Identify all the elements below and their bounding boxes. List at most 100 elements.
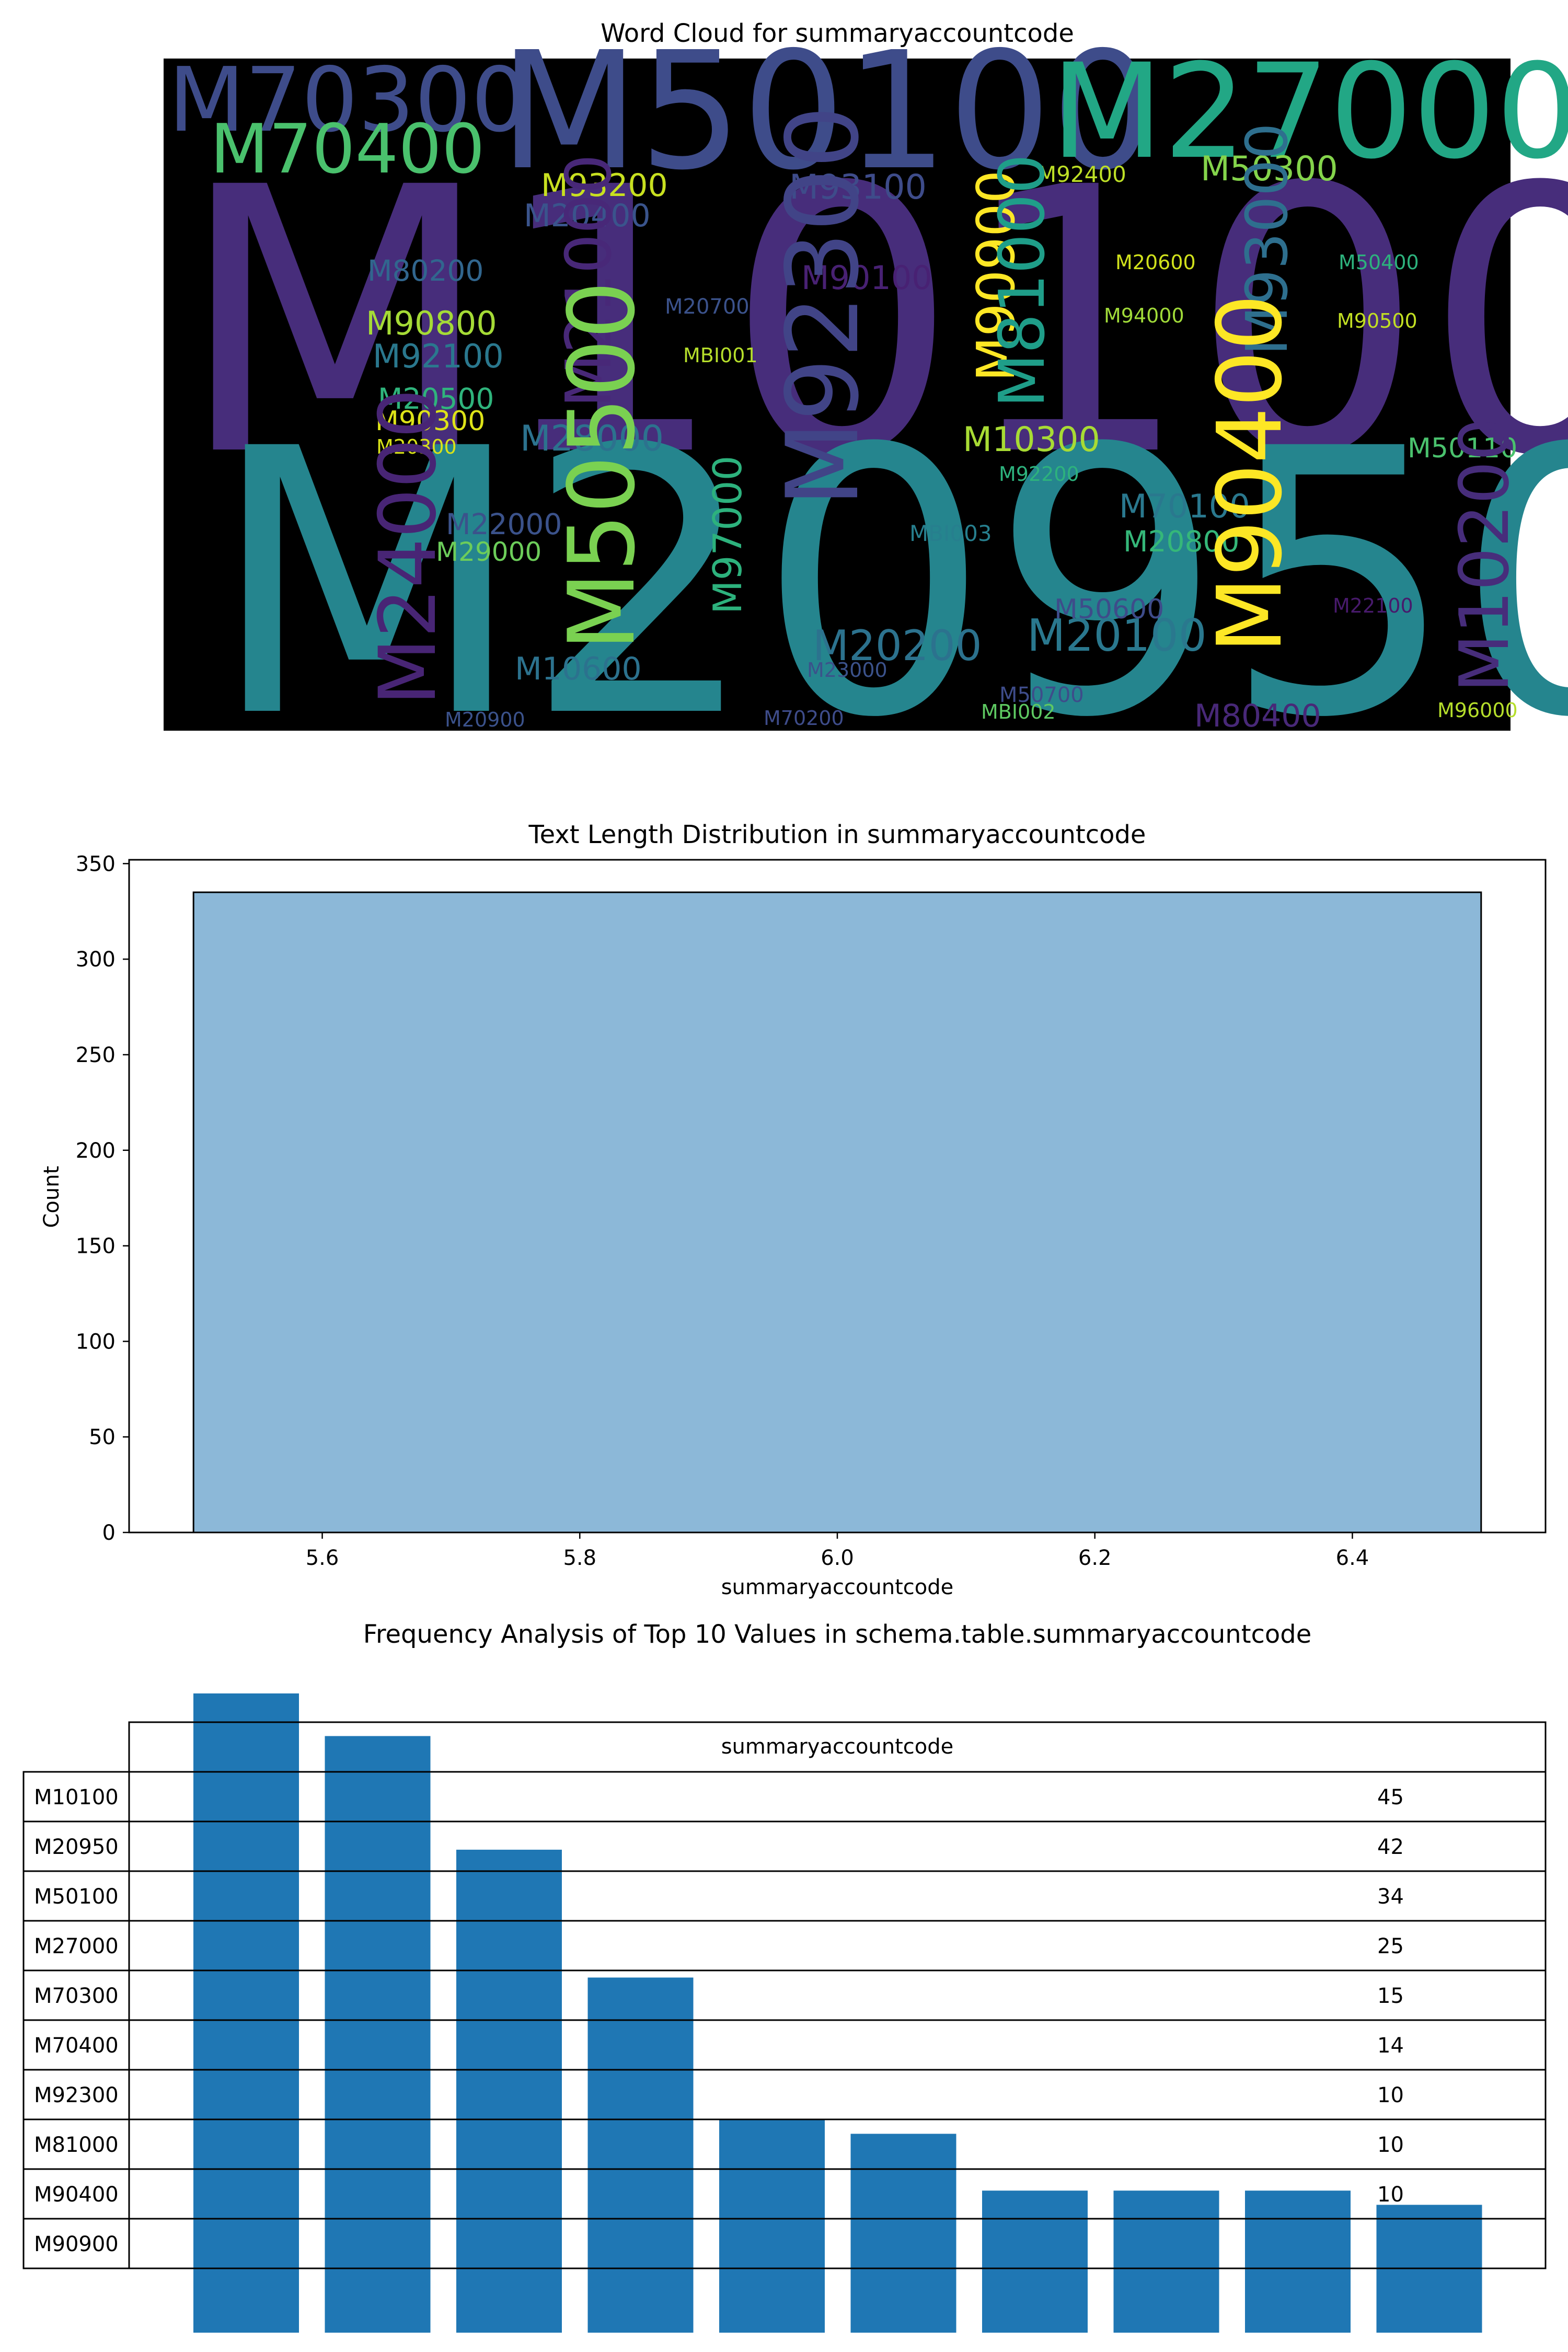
table-value-cell bbox=[128, 2218, 1547, 2269]
word-cloud-word: M50700 bbox=[999, 683, 1084, 707]
histogram-x-axis-label: summaryaccountcode bbox=[721, 1575, 954, 1599]
frequency-analysis-panel: Frequency Analysis of Top 10 Values in s… bbox=[22, 1620, 1547, 2333]
table-row-label: M10100 bbox=[34, 1785, 119, 1809]
frequency-bar bbox=[325, 1736, 431, 2333]
word-cloud-word: M90800 bbox=[366, 304, 497, 342]
word-cloud-word: M93000 bbox=[1233, 123, 1300, 355]
word-cloud-word: M96000 bbox=[1437, 699, 1518, 722]
word-cloud-word: M50110 bbox=[1408, 433, 1517, 464]
word-cloud-word: M92300 bbox=[765, 106, 881, 507]
table-column-header: summaryaccountcode bbox=[721, 1735, 954, 1759]
word-cloud-word: M70400 bbox=[210, 109, 485, 189]
word-cloud-word: M10100 bbox=[177, 110, 1568, 536]
table-row-label: M92300 bbox=[34, 2083, 119, 2107]
frequency-bar bbox=[1113, 2190, 1219, 2333]
word-cloud-word: M90500 bbox=[1337, 309, 1417, 332]
x-tick-label: 6.0 bbox=[821, 1546, 854, 1570]
word-cloud-word: M80400 bbox=[1194, 698, 1321, 734]
frequency-bar bbox=[850, 2134, 956, 2333]
y-tick-label: 50 bbox=[89, 1425, 116, 1449]
word-cloud-word: M10200 bbox=[1445, 418, 1524, 693]
table-row-label: M90400 bbox=[34, 2183, 119, 2207]
y-tick-label: 350 bbox=[76, 852, 116, 876]
frequency-bar bbox=[456, 1849, 562, 2333]
histogram-title: Text Length Distribution in summaryaccou… bbox=[528, 820, 1146, 849]
y-tick-label: 150 bbox=[76, 1235, 116, 1259]
word-cloud-word: M22100 bbox=[1333, 594, 1413, 617]
word-cloud-word: MBI002 bbox=[981, 700, 1056, 723]
word-cloud-word: MBI003 bbox=[909, 521, 992, 546]
word-cloud-word: M90300 bbox=[375, 406, 485, 437]
word-cloud-word: M20600 bbox=[1115, 251, 1196, 274]
y-tick-label: 100 bbox=[76, 1330, 116, 1354]
y-tick-label: 300 bbox=[76, 948, 116, 972]
word-cloud-word: M20300 bbox=[376, 435, 457, 458]
table-row-label: M50100 bbox=[34, 1885, 119, 1909]
word-cloud-panel: Word Cloud for summaryaccountcode M10100… bbox=[164, 17, 1568, 798]
word-cloud-word: M97000 bbox=[705, 456, 751, 614]
word-cloud-word: M92200 bbox=[999, 463, 1079, 486]
table-cell-value: 34 bbox=[1377, 1885, 1404, 1909]
word-cloud-word: M50400 bbox=[1339, 251, 1419, 274]
x-tick-label: 5.8 bbox=[563, 1546, 596, 1570]
word-cloud-word: MBI001 bbox=[683, 344, 758, 367]
word-cloud-word: M10600 bbox=[515, 651, 642, 687]
word-cloud-background bbox=[164, 59, 1511, 731]
histogram-bar bbox=[192, 891, 1482, 1534]
x-tick-label: 6.4 bbox=[1336, 1546, 1369, 1570]
table-cell-value: 42 bbox=[1377, 1835, 1404, 1859]
word-cloud-word: M90100 bbox=[801, 259, 932, 297]
text-length-histogram-panel: Text Length Distribution in summaryaccou… bbox=[40, 820, 1547, 1599]
word-cloud-word: M94000 bbox=[1104, 304, 1184, 327]
table-cell-value: 15 bbox=[1377, 1984, 1404, 2008]
word-cloud-word: M92400 bbox=[1037, 162, 1126, 187]
word-cloud-word: M93200 bbox=[541, 167, 668, 204]
word-cloud-word: M90400 bbox=[1198, 294, 1302, 653]
y-tick-label: 200 bbox=[76, 1139, 116, 1163]
word-cloud-word: M92100 bbox=[373, 337, 504, 375]
word-cloud-word: M81000 bbox=[986, 154, 1059, 408]
x-tick-label: 5.6 bbox=[306, 1546, 339, 1570]
y-tick-label: 250 bbox=[76, 1043, 116, 1067]
word-cloud-word: M20700 bbox=[665, 295, 750, 319]
frequency-bar bbox=[982, 2190, 1088, 2333]
table-row-label: M27000 bbox=[34, 1934, 119, 1958]
word-cloud-word: M20200 bbox=[813, 621, 982, 670]
table-cell-value: 10 bbox=[1377, 2083, 1404, 2107]
word-cloud-word: M20950 bbox=[209, 372, 1568, 798]
word-cloud-word: M80200 bbox=[367, 254, 483, 287]
word-cloud-word: M90900 bbox=[965, 170, 1027, 382]
word-cloud-word: M70200 bbox=[764, 707, 844, 730]
table-row-label: M90900 bbox=[34, 2232, 119, 2256]
table-cell-value: 10 bbox=[1377, 2133, 1404, 2157]
word-cloud-word: M10300 bbox=[963, 420, 1100, 459]
frequency-table: summaryaccountcode M10100 45 M20950 42 M50100… bbox=[22, 1721, 1547, 2269]
histogram-bars bbox=[192, 891, 1482, 1534]
histogram-y-ticks: 0 50 100 150 200 250 300 350 bbox=[76, 852, 129, 1545]
word-cloud-word: M29000 bbox=[436, 537, 541, 567]
histogram-y-axis-label: Count bbox=[40, 1166, 64, 1228]
word-cloud-word: M23000 bbox=[807, 659, 887, 682]
table-row-label: M70400 bbox=[34, 2034, 119, 2058]
word-cloud-word: M20900 bbox=[445, 708, 525, 731]
frequency-bar bbox=[193, 1693, 299, 2333]
table-row-label: M20950 bbox=[34, 1835, 119, 1859]
word-cloud-word: M50500 bbox=[549, 281, 655, 651]
word-cloud-title: Word Cloud for summaryaccountcode bbox=[601, 19, 1074, 48]
x-tick-label: 6.2 bbox=[1078, 1546, 1112, 1570]
word-cloud-word: M50300 bbox=[1201, 149, 1338, 189]
word-cloud-word: M24000 bbox=[363, 388, 454, 706]
y-tick-label: 0 bbox=[102, 1521, 116, 1545]
table-cell-value: 14 bbox=[1377, 2034, 1404, 2058]
word-cloud-word: M20400 bbox=[524, 198, 651, 234]
table-row-label: M81000 bbox=[34, 2133, 119, 2157]
word-cloud-word: M20500 bbox=[378, 382, 494, 416]
word-cloud-word: M50600 bbox=[1054, 594, 1164, 625]
word-cloud-word: M20800 bbox=[1123, 525, 1239, 558]
word-cloud-word: M20100 bbox=[1027, 610, 1207, 662]
table-cell-value: 10 bbox=[1377, 2183, 1404, 2207]
table-row-label: M70300 bbox=[34, 1984, 119, 2008]
word-cloud-word: M93100 bbox=[789, 168, 927, 207]
